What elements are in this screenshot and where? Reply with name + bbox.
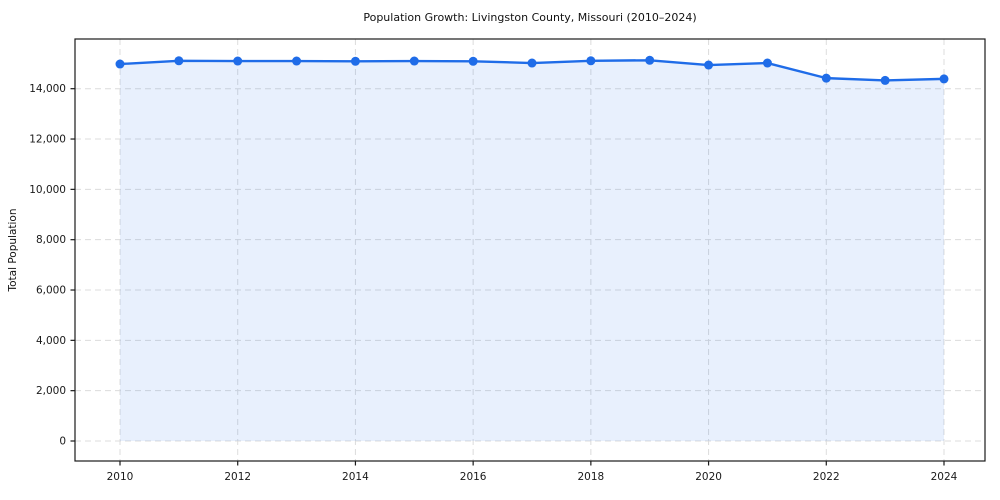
x-tick-label: 2016 bbox=[460, 471, 487, 483]
data-point-marker bbox=[292, 56, 302, 66]
data-point-marker bbox=[586, 56, 596, 66]
y-tick-label: 4,000 bbox=[36, 335, 66, 347]
data-point-marker bbox=[409, 56, 419, 66]
x-tick-label: 2014 bbox=[342, 471, 369, 483]
x-tick-label: 2024 bbox=[931, 471, 958, 483]
data-point-marker bbox=[233, 56, 243, 66]
data-point-marker bbox=[645, 55, 655, 65]
data-point-marker bbox=[350, 56, 360, 66]
data-point-marker bbox=[762, 58, 772, 68]
data-point-marker bbox=[939, 74, 949, 84]
data-point-marker bbox=[880, 75, 890, 85]
y-tick-label: 12,000 bbox=[29, 134, 66, 146]
y-tick-label: 2,000 bbox=[36, 385, 66, 397]
data-point-marker bbox=[115, 59, 125, 69]
x-tick-label: 2012 bbox=[224, 471, 251, 483]
data-point-marker bbox=[468, 56, 478, 66]
axis-spines bbox=[74, 38, 986, 462]
x-tick-label: 2010 bbox=[107, 471, 134, 483]
data-point-marker bbox=[174, 56, 184, 66]
data-point-marker bbox=[704, 60, 714, 70]
x-tick-label: 2018 bbox=[577, 471, 604, 483]
x-tick-label: 2020 bbox=[695, 471, 722, 483]
y-tick-label: 14,000 bbox=[29, 83, 66, 95]
x-tick-label: 2022 bbox=[813, 471, 840, 483]
y-tick-label: 6,000 bbox=[36, 285, 66, 297]
data-point-marker bbox=[527, 58, 537, 68]
area-fill bbox=[120, 60, 944, 442]
y-tick-label: 0 bbox=[59, 436, 66, 448]
data-point-marker bbox=[821, 73, 831, 83]
y-tick-label: 10,000 bbox=[29, 184, 66, 196]
chart-title: Population Growth: Livingston County, Mi… bbox=[363, 11, 697, 24]
y-tick-label: 8,000 bbox=[36, 234, 66, 246]
